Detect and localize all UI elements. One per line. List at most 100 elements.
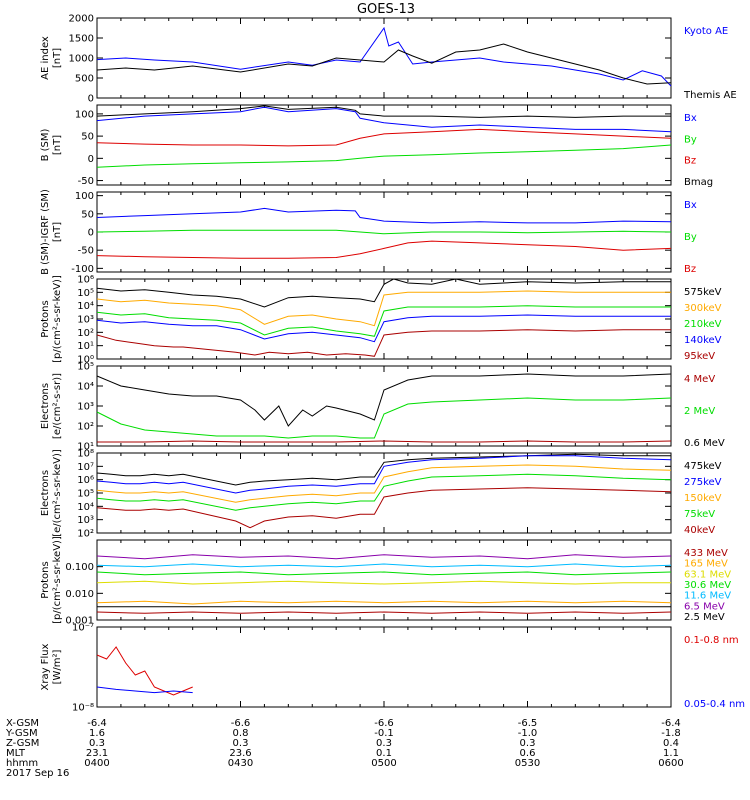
panel-protons_hi: 10⁰ 10¹ 10² 10³ 10⁴ 10⁵ 10⁶ Protons [p/(cm²-s-sr…: [40, 275, 722, 366]
series-line-By: [96, 229, 672, 235]
series-line-75keV: [96, 473, 672, 511]
series-line-Bx: [96, 106, 672, 133]
series-line-140keV: [96, 314, 671, 343]
series-line-Bz: [96, 128, 672, 147]
y-axis-label: Protons: [40, 300, 51, 337]
legend-label: 475keV: [684, 461, 722, 472]
legend-label: Kyoto AE: [684, 26, 728, 37]
footer-value: 0.8: [233, 728, 249, 739]
y-axis-label: Protons: [40, 561, 51, 598]
y-tick-label: 100: [75, 109, 94, 120]
footer-value: -6.4: [661, 718, 681, 729]
legend-label: 63.1 MeV: [684, 569, 731, 580]
y-tick-label: 10⁵: [77, 288, 94, 299]
legend-label: 210keV: [684, 319, 722, 330]
footer-row-label: X-GSM: [6, 718, 39, 729]
series-line-300keV: [96, 290, 671, 327]
chart-title: GOES-13: [357, 2, 415, 17]
y-axis-label: [nT]: [52, 222, 63, 242]
y-tick-label: 10³: [77, 515, 94, 526]
footer-row-label: MLT: [6, 748, 26, 759]
footer-date: 2017 Sep 16: [6, 768, 69, 779]
legend-label: 165 MeV: [684, 559, 728, 570]
legend-label: 0.6 MeV: [684, 438, 725, 449]
y-tick-label: 50: [81, 132, 94, 143]
y-tick-label: 10⁶: [77, 275, 94, 286]
panel-xray: 10⁻⁸ 10⁻⁷ Xray Flux [W/m²] 0.1-0.8 nm 0.05-0.…: [40, 623, 745, 714]
y-axis-label: [p/(cm²-s-sr-keV)]: [52, 536, 63, 624]
legend-label: 140keV: [684, 335, 722, 346]
series-line-30-6-MeV: [96, 571, 672, 576]
series-line-165-MeV: [96, 600, 672, 605]
legend-label: By: [684, 232, 697, 243]
footer-row-label: hhmm: [6, 758, 38, 769]
y-axis-label: [p/(cm²-s-sr-keV)]: [52, 275, 63, 363]
footer-value: 0.3: [233, 738, 249, 749]
y-tick-label: 10⁻⁸: [72, 703, 94, 714]
y-tick-label: 0: [88, 228, 94, 239]
panel-protons_mev: 0.001 0.010 0.100 Protons [p/(cm²-s-sr-keV)]…: [40, 536, 731, 626]
series-line-4-MeV: [97, 440, 672, 443]
series-line-275keV: [96, 455, 672, 494]
y-tick-label: 10⁻⁷: [72, 623, 94, 634]
series-line-0-05-0-4-nm: [96, 686, 193, 694]
legend-label: Bz: [684, 156, 696, 167]
y-tick-label: 50: [81, 209, 94, 220]
y-tick-label: 10⁵: [77, 489, 94, 500]
footer-row-label: Y-GSM: [5, 728, 38, 739]
series-line-150keV: [96, 464, 672, 503]
y-tick-label: 10⁶: [77, 475, 94, 486]
series-line-95keV: [96, 329, 671, 357]
footer-row-label: Z-GSM: [6, 738, 39, 749]
series-line-11-6-MeV: [96, 563, 672, 568]
y-axis-label: [e/(cm²-s-sr)]: [52, 373, 63, 439]
footer-value: 0530: [515, 758, 540, 769]
series-line-40keV: [96, 487, 672, 529]
panel-frame: [96, 626, 672, 708]
footer-value: -1.8: [661, 728, 681, 739]
legend-label: 275keV: [684, 477, 722, 488]
panel-frame: [96, 539, 672, 621]
y-tick-label: 10²: [77, 422, 94, 433]
legend-label: 2.5 MeV: [684, 612, 725, 623]
y-tick-label: 1000: [69, 54, 94, 65]
legend-label: 6.5 MeV: [684, 601, 725, 612]
y-tick-label: 0.010: [65, 589, 94, 600]
panel-frame: [96, 365, 672, 447]
panel-frame: [96, 17, 672, 99]
y-axis-label: [e/(cm²-s-sr-keV)]: [52, 449, 63, 537]
y-tick-label: -50: [78, 246, 94, 257]
series-line-2-MeV: [96, 397, 672, 439]
footer-value: -6.4: [87, 718, 107, 729]
panel-electrons_kev: 10² 10³ 10⁴ 10⁵ 10⁶ 10⁷ 10⁸ Electrons [e/(cm²-s-…: [40, 449, 722, 540]
series-line-210keV: [96, 305, 671, 337]
position-footer: X-GSMY-GSMZ-GSMMLThhmm-6.41.60.323.10400…: [5, 718, 684, 779]
y-tick-label: 10²: [77, 529, 94, 540]
y-tick-label: -50: [78, 176, 94, 187]
series-line-By: [96, 144, 672, 168]
y-tick-label: 500: [75, 74, 94, 85]
y-tick-label: 2000: [69, 14, 94, 25]
series-line-Bx: [96, 207, 672, 224]
y-tick-label: 1500: [69, 34, 94, 45]
y-axis-label: Electrons: [40, 470, 51, 516]
y-tick-label: 0: [88, 154, 94, 165]
legend-label: 95keV: [684, 351, 715, 362]
footer-value: 0400: [84, 758, 109, 769]
footer-value: 0500: [371, 758, 396, 769]
legend-label: 30.6 MeV: [684, 580, 731, 591]
y-tick-label: 100: [75, 191, 94, 202]
y-tick-label: 10⁷: [77, 462, 94, 473]
legend-label: Bmag: [684, 177, 713, 188]
y-tick-label: 0.001: [65, 616, 94, 627]
legend-label: 11.6 MeV: [684, 591, 731, 602]
legend-label: Bx: [684, 200, 697, 211]
series-line-433-MeV: [96, 611, 672, 614]
y-tick-label: 10¹: [77, 442, 94, 453]
footer-value: 0.3: [89, 738, 105, 749]
footer-value: 0600: [658, 758, 683, 769]
panel-ae: 0 500 1000 1500 2000 AE index [nT] Kyoto AE Them…: [40, 14, 737, 105]
legend-label: 300keV: [684, 303, 722, 314]
panel-bsm: -50 0 50 100 B (SM) [nT] Bx By Bz Bmag: [40, 104, 713, 188]
